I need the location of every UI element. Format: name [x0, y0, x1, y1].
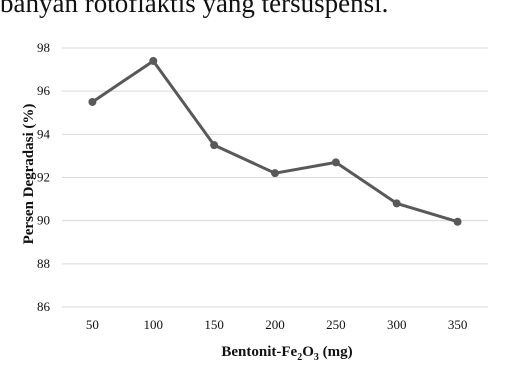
data-point — [210, 141, 219, 150]
x-axis-label-suffix: (mg) — [319, 344, 353, 360]
data-point — [88, 97, 97, 106]
x-tick-label: 350 — [448, 317, 468, 332]
x-axis-label-sub1: 2 — [297, 352, 302, 361]
gridlines — [62, 47, 488, 308]
series-layer — [88, 56, 462, 226]
data-point — [331, 158, 340, 167]
y-tick-label: 92 — [37, 170, 50, 185]
data-point — [271, 169, 279, 178]
x-tick-label: 150 — [204, 317, 224, 332]
x-axis-label-sub2: 3 — [314, 352, 319, 361]
data-point — [149, 56, 158, 65]
x-tick-label: 200 — [265, 317, 285, 332]
chart-svg: 86 88 90 92 94 96 98 50 100 150 200 250 300 350 Pers… — [21, 40, 488, 363]
y-tick-label: 86 — [37, 299, 51, 314]
x-axis-label-mid: O — [302, 344, 314, 360]
x-tick-labels: 50 100 150 200 250 300 350 — [86, 317, 467, 332]
y-tick-label: 96 — [37, 83, 51, 98]
x-axis-label-prefix: Bentonit-Fe — [221, 344, 297, 360]
y-tick-label: 90 — [37, 213, 50, 228]
data-point — [392, 199, 401, 208]
x-axis-label: Bentonit-Fe2O3 (mg) — [221, 344, 352, 361]
series-line — [91, 59, 459, 224]
line-chart: 86 88 90 92 94 96 98 50 100 150 200 250 300 350 Pers… — [0, 14, 515, 363]
data-point — [453, 217, 462, 226]
y-axis-label: Persen Degradasi (%) — [21, 104, 37, 245]
y-tick-labels: 86 88 90 92 94 96 98 — [37, 40, 51, 314]
x-tick-label: 300 — [387, 317, 407, 332]
x-tick-label: 250 — [326, 317, 346, 332]
y-tick-label: 94 — [37, 126, 51, 141]
y-tick-label: 98 — [37, 40, 50, 55]
y-tick-label: 88 — [37, 256, 50, 271]
x-tick-label: 100 — [144, 317, 164, 332]
x-tick-label: 50 — [86, 317, 99, 332]
page-header-text: bahyan rotoflaktis yang tersuspensi. — [0, 0, 389, 18]
